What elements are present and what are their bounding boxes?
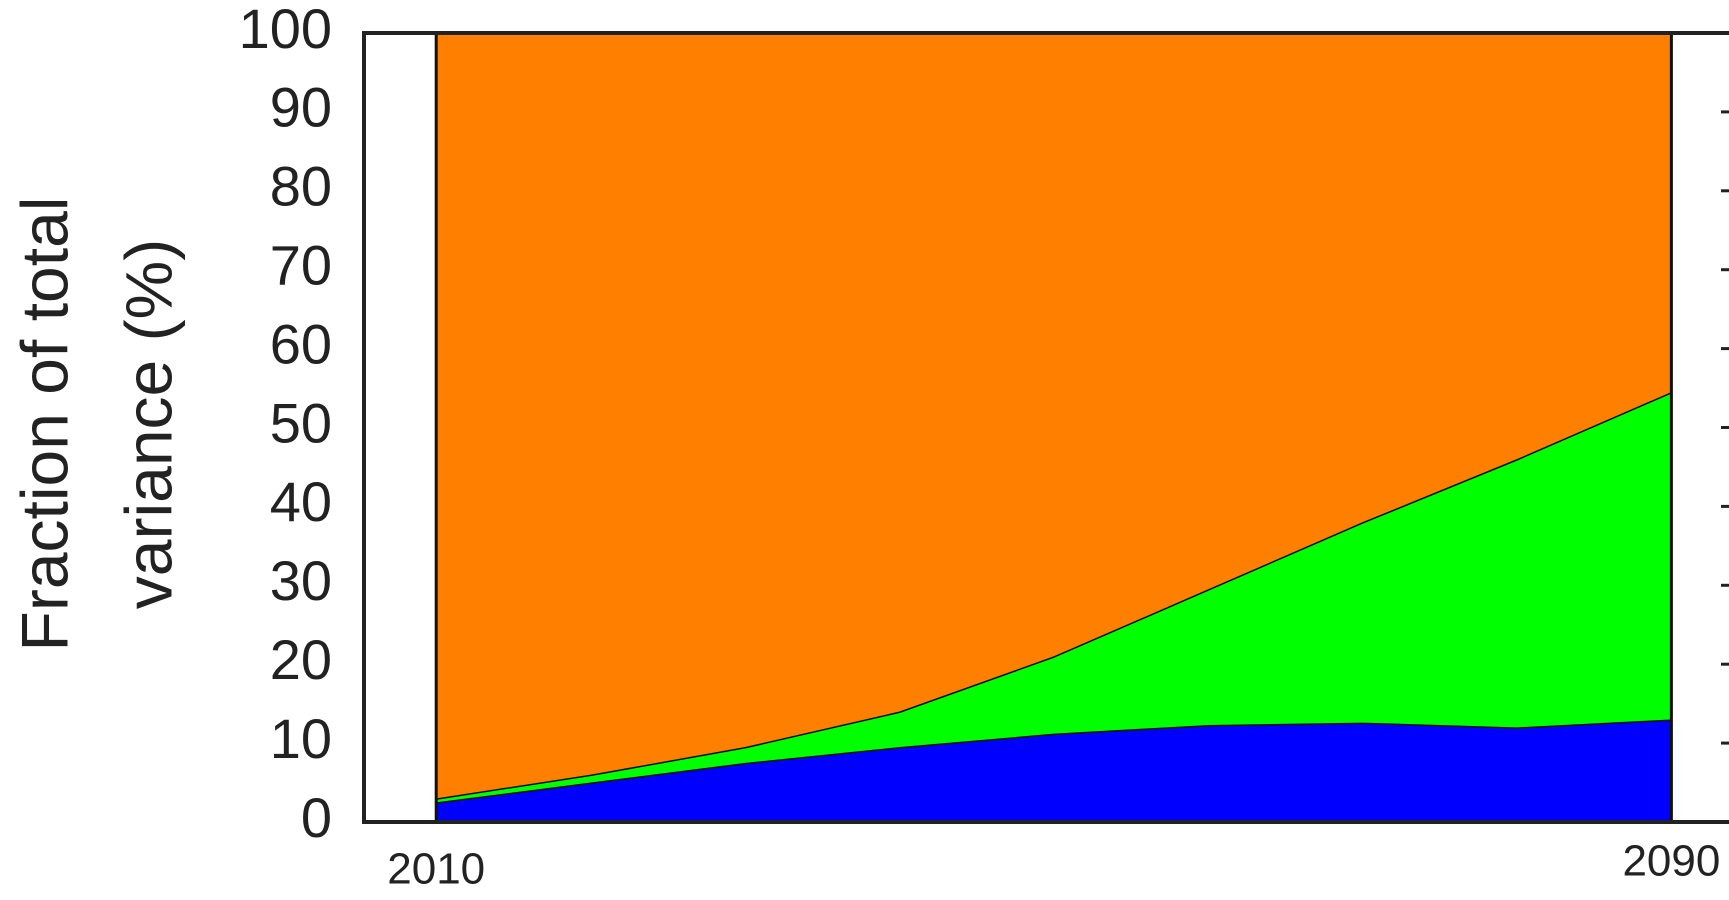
y-tick-label: 80	[270, 155, 332, 218]
x-tick-label: 2010	[387, 845, 485, 894]
area	[436, 391, 1672, 803]
y-axis-label: Fraction of total	[7, 197, 81, 652]
x-tick-label: 2090	[1622, 837, 1720, 886]
y-tick-label: 50	[270, 391, 332, 454]
area	[436, 719, 1672, 822]
y-tick-label: 100	[239, 0, 332, 60]
area	[436, 33, 1672, 799]
y-tick-label: 0	[301, 786, 332, 849]
y-tick-label: 70	[270, 233, 332, 296]
y-tick-label: 20	[270, 628, 332, 691]
y-axis-label: variance (%)	[111, 239, 185, 609]
y-tick-label: 10	[270, 707, 332, 770]
y-tick-label: 90	[270, 76, 332, 139]
y-tick-label: 30	[270, 549, 332, 612]
y-tick-label: 60	[270, 312, 332, 375]
y-tick-label: 40	[270, 470, 332, 533]
